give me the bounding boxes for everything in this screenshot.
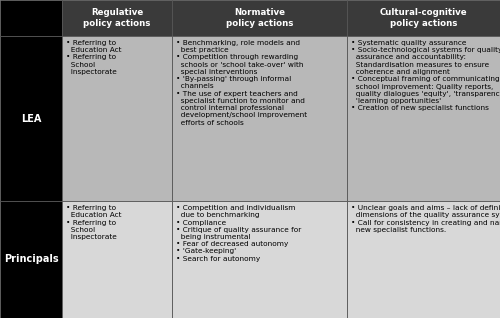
Text: Cultural-cognitive
policy actions: Cultural-cognitive policy actions (380, 8, 468, 28)
Text: • Unclear goals and aims – lack of defining
  dimensions of the quality assuranc: • Unclear goals and aims – lack of defin… (351, 205, 500, 233)
Bar (0, 36, 62, 201)
Bar (347, 0, 500, 36)
Bar (62, 201, 172, 318)
Bar (172, 201, 347, 318)
Text: Principals: Principals (4, 254, 58, 265)
Text: • Systematic quality assurance
• Socio-technological systems for quality
  assur: • Systematic quality assurance • Socio-t… (351, 40, 500, 111)
Bar (172, 0, 347, 36)
Bar (172, 36, 347, 201)
Bar (62, 36, 172, 201)
Bar (347, 201, 500, 318)
Bar (62, 0, 172, 36)
Bar (347, 36, 500, 201)
Text: • Referring to
  Education Act
• Referring to
  School
  Inspectorate: • Referring to Education Act • Referring… (66, 40, 122, 75)
Text: LEA: LEA (21, 114, 41, 123)
Text: • Competition and individualism
  due to benchmarking
• Compliance
• Critique of: • Competition and individualism due to b… (176, 205, 301, 262)
Text: • Benchmarking, role models and
  best practice
• Competition through rewarding
: • Benchmarking, role models and best pra… (176, 40, 307, 126)
Text: Regulative
policy actions: Regulative policy actions (84, 8, 150, 28)
Text: Normative
policy actions: Normative policy actions (226, 8, 293, 28)
Text: • Referring to
  Education Act
• Referring to
  School
  Inspectorate: • Referring to Education Act • Referring… (66, 205, 122, 240)
Bar (0, 201, 62, 318)
Bar (0, 0, 62, 36)
